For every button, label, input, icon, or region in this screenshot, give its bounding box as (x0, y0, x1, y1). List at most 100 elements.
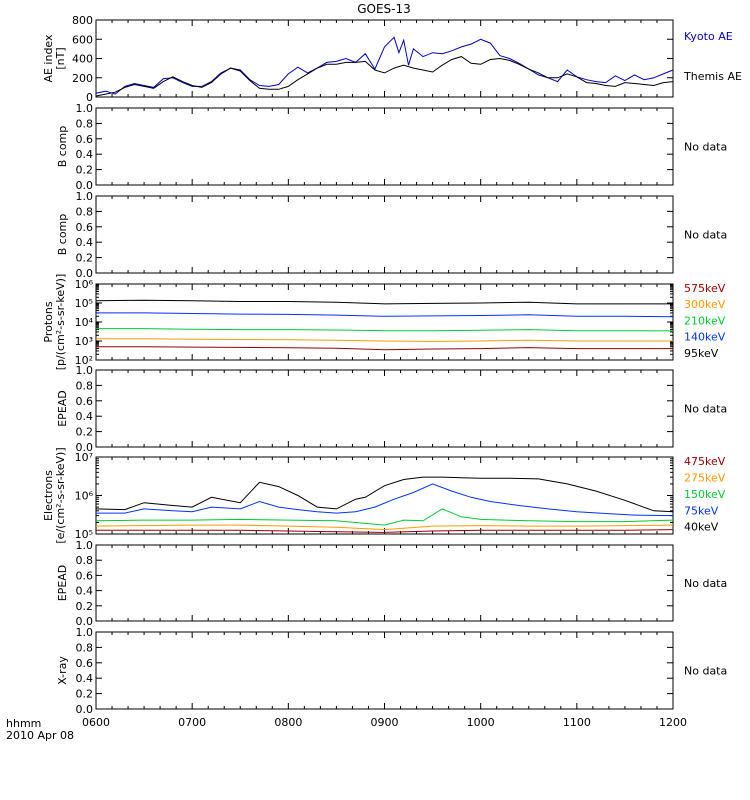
y-tick-label: 1.0 (76, 626, 94, 639)
y-tick-label: 10⁶ (75, 278, 94, 291)
y-tick-label: 0.6 (76, 133, 94, 146)
y-tick-label: 0.4 (76, 410, 94, 423)
y-tick-label: 0.4 (76, 148, 94, 161)
no-data-label: No data (684, 665, 727, 678)
x-tick-label: 1000 (467, 716, 495, 729)
y-tick-label: 1.0 (76, 102, 94, 115)
x-axis: 0600 0700 0800 0900 1000 1100 1200 (82, 716, 687, 729)
legend-entry: 140keV (684, 331, 726, 344)
y-tick-label: 0.2 (76, 600, 94, 613)
series-themis-ae (95, 56, 674, 97)
y-tick-label: 0.6 (76, 657, 94, 670)
y-axis-label: [nT] (54, 47, 67, 69)
x-tick-label: 0600 (82, 716, 110, 729)
y-tick-label: 0.6 (76, 221, 94, 234)
y-tick-label: 10³ (75, 335, 93, 348)
series-300kev (96, 338, 673, 342)
legend-entry: 475keV (684, 455, 726, 468)
y-axis-label: X-ray (56, 656, 69, 685)
y-axis-label: Protons (42, 301, 55, 342)
panels-layer: 0 200 400 600 800 AE index [nT] Kyoto AE Themis … (42, 14, 742, 716)
y-tick-label: 10⁵ (75, 528, 93, 541)
y-tick-label: 0.2 (76, 252, 94, 265)
y-tick-label: 0.0 (76, 267, 94, 280)
panel-frame (95, 107, 674, 186)
y-tick-label: 0.8 (76, 205, 94, 218)
series-140kev (96, 312, 674, 318)
y-tick-label: 0.2 (76, 426, 94, 439)
legend-entry: 150keV (684, 488, 726, 501)
panel-bcomp2: 0.0 0.2 0.4 0.6 0.8 1.0 B comp No data (56, 190, 727, 280)
series-475kev (96, 529, 674, 533)
series-75kev (96, 483, 674, 517)
y-tick-label: 10⁶ (75, 490, 94, 503)
panel-bcomp1: 0.0 0.2 0.4 0.6 0.8 1.0 B comp No data (56, 102, 727, 192)
y-tick-label: 800 (72, 14, 93, 27)
x-tick-label: 0800 (274, 716, 302, 729)
y-tick-label: 0.0 (76, 615, 94, 628)
y-tick-label: 0.8 (76, 117, 94, 130)
y-tick-label: 10⁵ (75, 297, 93, 310)
y-axis-label: EPEAD (56, 390, 69, 427)
x-axis-label-hhmm: hhmm (6, 717, 41, 730)
y-tick-label: 10⁴ (75, 316, 94, 329)
y-axis-label: [p/(cm²-s-sr-keV)] (54, 274, 67, 371)
no-data-label: No data (684, 141, 727, 154)
y-tick-label: 0.8 (76, 379, 94, 392)
y-tick-label: 0.6 (76, 395, 94, 408)
y-tick-label: 600 (72, 33, 93, 46)
panel-epead1: 0.0 0.2 0.4 0.6 0.8 1.0 EPEAD No data (56, 364, 727, 454)
legend-entry: 275keV (684, 471, 726, 484)
y-tick-label: 1.0 (76, 190, 94, 203)
no-data-label: No data (684, 577, 727, 590)
y-tick-label: 0.4 (76, 236, 94, 249)
series-group-protons (95, 299, 674, 351)
x-tick-label: 0700 (178, 716, 206, 729)
panel-xray: 0.0 0.2 0.4 0.6 0.8 1.0 X-ray No data (56, 626, 727, 716)
series-150kev (95, 508, 674, 526)
panel-frame (95, 195, 674, 274)
x-tick-label: 1100 (563, 716, 591, 729)
legend-entry: Kyoto AE (684, 30, 733, 43)
panel-frame (95, 544, 674, 622)
panel-frame (95, 456, 674, 535)
y-tick-label: 1.0 (76, 539, 94, 552)
y-tick-label: 0.0 (76, 441, 94, 454)
x-tick-label: 0900 (371, 716, 399, 729)
panel-ae: 0 200 400 600 800 AE index [nT] Kyoto AE Themis … (42, 14, 742, 104)
y-axis-label: [e/(cm²-s-sr-keV)] (54, 447, 67, 543)
panel-epead2: 0.0 0.2 0.4 0.6 0.8 1.0 EPEAD No data (56, 539, 727, 628)
no-data-label: No data (684, 229, 727, 242)
y-tick-label: 0.4 (76, 672, 94, 685)
y-tick-label: 0.8 (76, 641, 94, 654)
x-tick-label: 1200 (659, 716, 687, 729)
series-group-ae (95, 36, 674, 97)
y-tick-label: 0.4 (76, 585, 94, 598)
legend-entry: 95keV (684, 347, 719, 360)
y-tick-label: 10⁷ (75, 451, 93, 464)
legend-entry: 75keV (684, 504, 719, 517)
y-axis-label: EPEAD (56, 565, 69, 602)
panel-frame (95, 369, 674, 448)
y-tick-label: 0.0 (76, 179, 94, 192)
series-group-electrons (95, 476, 674, 533)
y-tick-label: 0.6 (76, 569, 94, 582)
y-axis-label: B comp (56, 126, 69, 168)
series-kyoto-ae (95, 36, 674, 95)
series-575kev (96, 346, 673, 351)
y-tick-label: 0.0 (76, 703, 94, 716)
legend-entry: 575keV (684, 282, 726, 295)
panel-frame (95, 19, 674, 98)
y-tick-label: 0.2 (76, 688, 94, 701)
y-tick-label: 200 (72, 72, 93, 85)
series-95kev (95, 299, 673, 305)
legend-entry: 40keV (684, 521, 719, 534)
x-axis-label-date: 2010 Apr 08 (6, 729, 74, 742)
y-axis-label: B comp (56, 214, 69, 256)
panel-electrons: 10⁵ 10⁶ 10⁷ Electrons [e/(cm²-s-sr-keV)] 475k… (42, 447, 726, 543)
y-tick-label: 1.0 (76, 364, 94, 377)
legend-entry: 300keV (684, 298, 726, 311)
y-axis-label: AE index (42, 34, 55, 83)
series-210kev (96, 328, 674, 332)
